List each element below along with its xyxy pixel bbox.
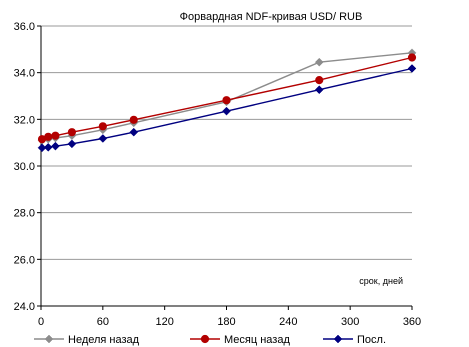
- x-tick-label: 360: [403, 316, 421, 328]
- data-point-1: [44, 132, 53, 141]
- legend-label: Посл.: [357, 334, 386, 346]
- axis-unit-annotation: срок, дней: [359, 276, 403, 286]
- x-tick-label: 240: [279, 316, 297, 328]
- data-point-1: [129, 115, 138, 124]
- legend-label: Месяц назад: [224, 334, 290, 346]
- data-point-1: [407, 53, 417, 62]
- grid-lines: [41, 25, 412, 307]
- legend-swatch-marker: [44, 334, 54, 344]
- data-point-2: [43, 142, 53, 152]
- x-tick-label: 300: [341, 316, 359, 328]
- data-point-2: [129, 127, 139, 137]
- data-point-0: [314, 57, 324, 67]
- data-point-2: [98, 134, 108, 143]
- data-point-2: [222, 106, 231, 116]
- y-tick-label: 32.0: [14, 114, 35, 126]
- x-tick-label: 120: [155, 316, 173, 328]
- chart-title: Форвардная NDF-кривая USD/ RUB: [180, 11, 363, 23]
- data-point-1: [98, 122, 107, 131]
- y-tick-label: 30.0: [14, 161, 35, 173]
- y-tick-label: 24.0: [14, 301, 35, 313]
- legend: Неделя назад Месяц назад Посл.: [34, 334, 386, 346]
- axes: [37, 25, 413, 310]
- data-point-2: [314, 85, 324, 95]
- data-point-1: [222, 96, 231, 105]
- data-point-1: [315, 76, 324, 85]
- y-axis-tick-labels: 24.0 26.0 28.0 30.0 32.0 34.0 36.0: [14, 21, 35, 313]
- data-point-2: [37, 143, 47, 153]
- y-tick-label: 36.0: [14, 21, 35, 33]
- data-point-2: [67, 139, 77, 149]
- legend-label: Неделя назад: [68, 334, 140, 346]
- data-point-1: [51, 131, 60, 140]
- x-tick-label: 180: [217, 316, 235, 328]
- x-tick-label: 0: [38, 316, 44, 328]
- data-point-1: [67, 128, 77, 137]
- legend-swatch-marker: [333, 334, 343, 344]
- x-tick-label: 60: [97, 316, 109, 328]
- data-point-2: [407, 64, 417, 73]
- y-tick-label: 26.0: [14, 254, 35, 266]
- series-markers: [37, 48, 417, 153]
- y-tick-label: 34.0: [14, 68, 35, 80]
- y-tick-label: 28.0: [14, 208, 35, 220]
- data-point-2: [51, 141, 60, 151]
- x-axis-tick-labels: 0 60 120 180 240 300 360: [38, 316, 421, 328]
- legend-swatch-marker: [200, 334, 210, 344]
